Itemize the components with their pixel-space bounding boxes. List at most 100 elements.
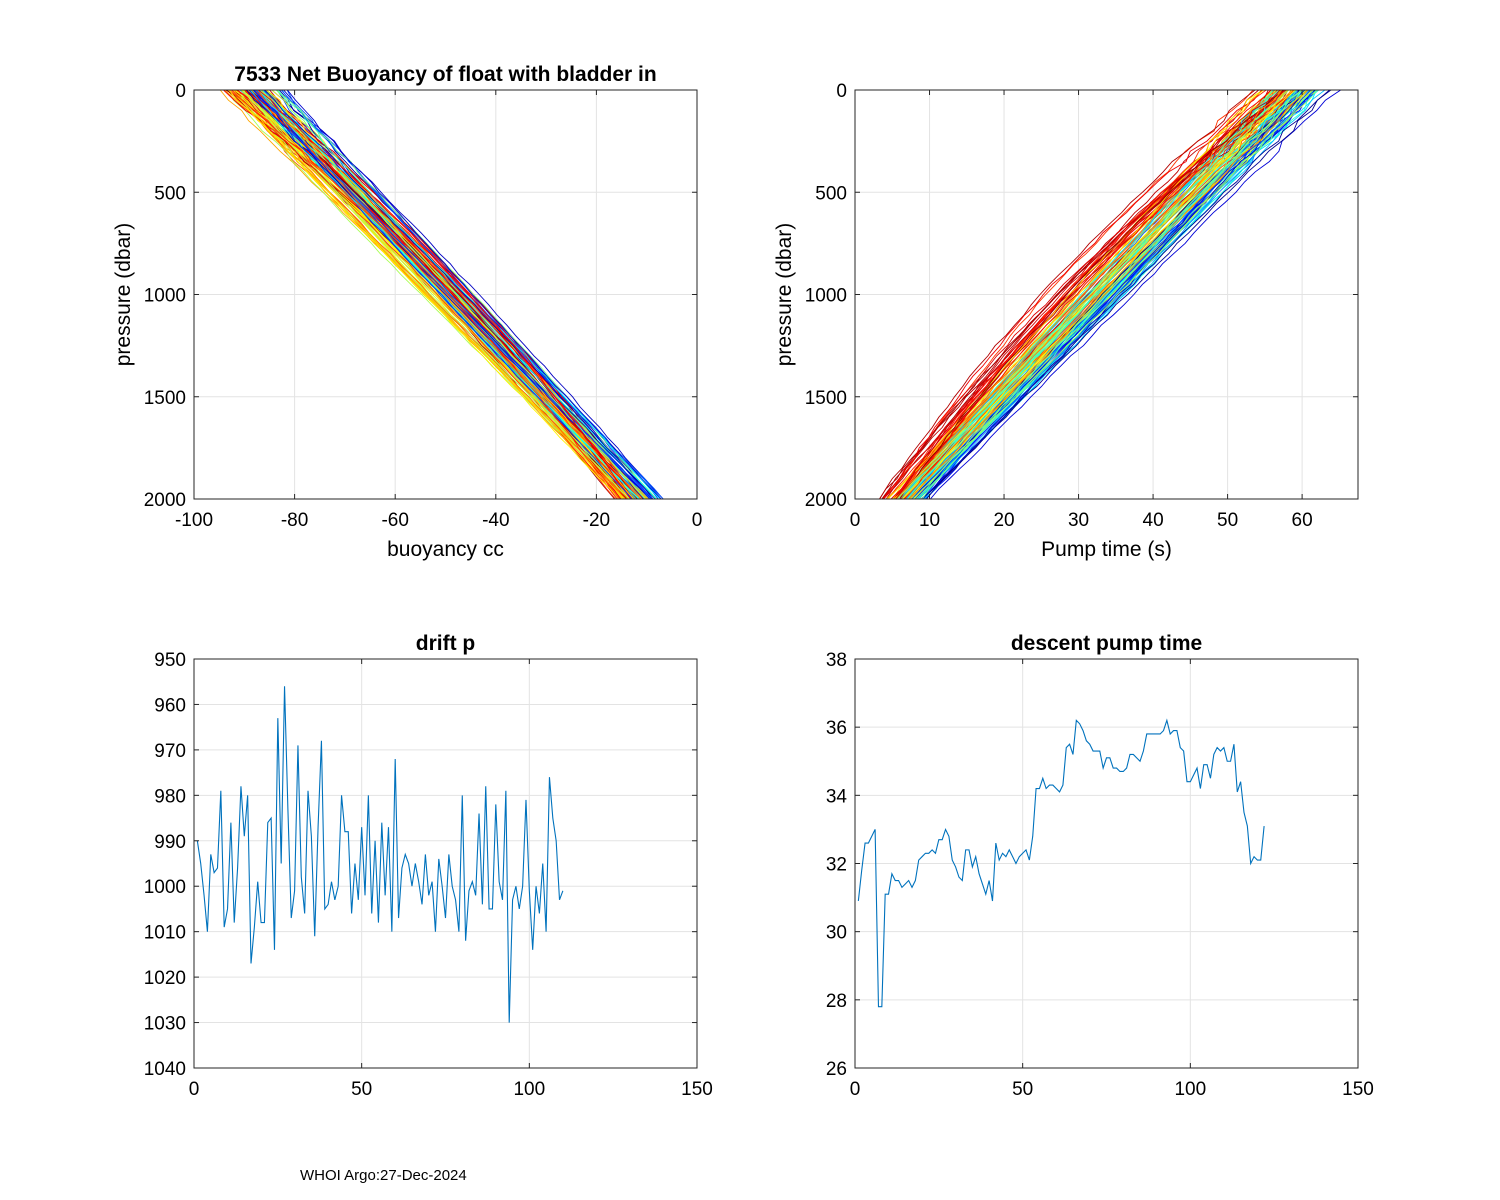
profile-line (921, 90, 1304, 499)
profile-line (892, 90, 1287, 499)
y-tick-label: 30 (826, 923, 847, 944)
y-tick-label: 980 (154, 786, 186, 807)
y-axis-label: pressure (dbar) (773, 223, 796, 367)
y-tick-label: 500 (154, 183, 186, 204)
y-tick-label: 2000 (805, 490, 847, 511)
chart-title: descent pump time (1011, 632, 1202, 655)
profile-line (912, 90, 1314, 499)
profile-line (224, 90, 620, 499)
x-axis-label: buoyancy cc (387, 538, 504, 561)
x-tick-label: 50 (1217, 510, 1238, 531)
y-tick-label: 26 (826, 1059, 847, 1080)
y-tick-label: 990 (154, 832, 186, 853)
axes-box (193, 658, 698, 1069)
profile-line (257, 90, 642, 499)
x-tick-label: 10 (919, 510, 940, 531)
profile-line (896, 90, 1283, 499)
profile-line (287, 90, 662, 499)
x-axis-label: Pump time (s) (1041, 538, 1172, 561)
y-tick-label: 1000 (144, 877, 186, 898)
profile-line (231, 90, 621, 499)
profile-line (910, 90, 1295, 499)
y-tick-label: 0 (175, 81, 186, 102)
series-line (196, 686, 564, 1023)
chart-buoyancy: -100 -80 -60 -40 -20 0 0 500 1000 1500 2000 7533 Ne… (112, 63, 702, 561)
y-tick-label: 970 (154, 741, 186, 762)
profile-line (895, 90, 1281, 499)
x-tick-label: -60 (381, 510, 408, 531)
profile-line (252, 90, 651, 499)
chart-pumptime: 0 10 20 30 40 50 60 0 500 1000 1500 2000 Pump time (… (773, 81, 1359, 561)
x-tick-label: 60 (1292, 510, 1313, 531)
y-tick-label: 1000 (805, 286, 847, 307)
profile-line (259, 90, 646, 499)
y-tick-label: 36 (826, 718, 847, 739)
profile-line (219, 90, 623, 499)
profile-line (228, 90, 620, 499)
series-line (857, 718, 1265, 1008)
profile-line (249, 90, 640, 499)
profile-line (897, 90, 1281, 499)
x-tick-label: 0 (189, 1079, 200, 1100)
profile-line (908, 90, 1309, 499)
profile-line (901, 90, 1290, 499)
profile-line (883, 90, 1263, 499)
y-tick-label: 1030 (144, 1014, 186, 1035)
x-tick-label: 50 (351, 1079, 372, 1100)
profile-line (229, 90, 629, 499)
chart-pump: 0 50 100 150 26 28 30 32 34 36 38 descent pump time (826, 632, 1374, 1100)
profile-line (896, 90, 1307, 499)
y-tick-label: 960 (154, 695, 186, 716)
profile-line (881, 90, 1287, 499)
y-tick-label: 1040 (144, 1059, 186, 1080)
profile-line (232, 90, 626, 499)
y-tick-label: 38 (826, 650, 847, 671)
x-tick-label: 40 (1143, 510, 1164, 531)
x-tick-label: -20 (583, 510, 610, 531)
y-tick-label: 1500 (805, 388, 847, 409)
x-tick-label: 150 (1342, 1079, 1374, 1100)
x-tick-label: -40 (482, 510, 509, 531)
data-layer (219, 90, 664, 499)
profile-line (921, 90, 1305, 499)
profile-line (879, 90, 1256, 499)
footer-stamp: WHOI Argo:27-Dec-2024 (300, 1167, 467, 1184)
profile-line (930, 90, 1341, 499)
profile-line (248, 90, 633, 499)
y-tick-label: 28 (826, 991, 847, 1012)
profile-line (228, 90, 630, 499)
profile-line (899, 90, 1276, 499)
profile-line (258, 90, 632, 499)
x-tick-label: 0 (850, 510, 861, 531)
x-tick-label: 150 (681, 1079, 713, 1100)
data-layer (196, 686, 564, 1023)
profile-line (243, 90, 630, 499)
chart-title: 7533 Net Buoyancy of float with bladder … (234, 63, 656, 86)
x-tick-label: 0 (692, 510, 703, 531)
profile-line (897, 90, 1275, 499)
y-axis-label: pressure (dbar) (112, 223, 135, 367)
plot-area (194, 659, 697, 1068)
x-tick-label: 100 (1174, 1079, 1206, 1100)
profile-line (921, 90, 1332, 499)
x-tick-label: 20 (993, 510, 1014, 531)
y-tick-label: 950 (154, 650, 186, 671)
y-tick-label: 32 (826, 855, 847, 876)
x-tick-label: -80 (281, 510, 308, 531)
y-tick-label: 1020 (144, 968, 186, 989)
x-tick-label: 50 (1012, 1079, 1033, 1100)
profile-line (892, 90, 1264, 499)
profile-line (897, 90, 1284, 499)
y-tick-label: 1010 (144, 923, 186, 944)
data-layer (857, 718, 1265, 1008)
y-tick-label: 0 (836, 81, 847, 102)
x-tick-label: 100 (513, 1079, 545, 1100)
profile-line (881, 90, 1282, 499)
x-tick-label: 30 (1068, 510, 1089, 531)
chart-title: drift p (416, 632, 475, 655)
y-tick-label: 500 (815, 183, 847, 204)
y-tick-label: 2000 (144, 490, 186, 511)
profile-line (917, 90, 1310, 499)
y-tick-label: 34 (826, 786, 848, 807)
